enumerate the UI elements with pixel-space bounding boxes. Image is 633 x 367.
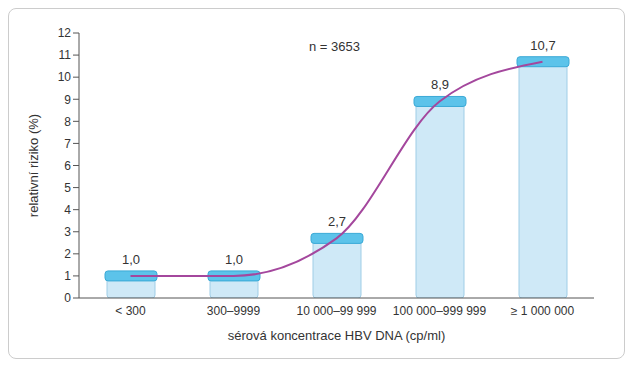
svg-text:9: 9 <box>64 93 71 107</box>
svg-text:300–9999: 300–9999 <box>207 304 261 318</box>
svg-text:2: 2 <box>64 247 71 261</box>
svg-text:1,0: 1,0 <box>225 252 243 267</box>
svg-text:10,7: 10,7 <box>530 38 555 53</box>
svg-text:100 000–999 999: 100 000–999 999 <box>393 304 487 318</box>
html-text:n = 3653: n = 3653 <box>309 39 360 54</box>
svg-text:11: 11 <box>59 48 72 62</box>
svg-text:7: 7 <box>64 137 71 151</box>
svg-text:0: 0 <box>64 291 71 305</box>
svg-text:sérová koncentrace HBV DNA (cp: sérová koncentrace HBV DNA (cp/ml) <box>228 328 445 343</box>
svg-text:12: 12 <box>58 26 72 40</box>
svg-text:≥ 1 000 000: ≥ 1 000 000 <box>511 304 575 318</box>
svg-text:10 000–99 999: 10 000–99 999 <box>296 304 376 318</box>
svg-text:10: 10 <box>58 70 72 84</box>
svg-text:2,7: 2,7 <box>328 214 346 229</box>
svg-text:5: 5 <box>64 181 71 195</box>
svg-text:8,9: 8,9 <box>431 77 449 92</box>
svg-text:8: 8 <box>64 115 71 129</box>
svg-text:1: 1 <box>64 269 71 283</box>
svg-text:6: 6 <box>64 159 71 173</box>
svg-text:1,0: 1,0 <box>122 252 140 267</box>
svg-text:3: 3 <box>64 225 71 239</box>
svg-text:relativní riziko (%): relativní riziko (%) <box>26 114 41 217</box>
svg-text:4: 4 <box>64 203 71 217</box>
svg-text:< 300: < 300 <box>115 304 146 318</box>
